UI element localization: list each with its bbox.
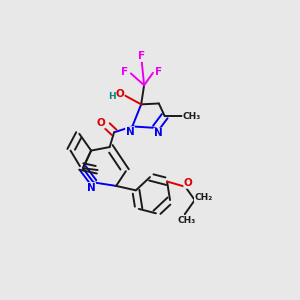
Text: CH₂: CH₂	[194, 193, 213, 202]
Text: N: N	[126, 127, 134, 137]
Text: CH₃: CH₃	[177, 216, 195, 225]
Text: CH₃: CH₃	[183, 112, 201, 121]
Text: F: F	[121, 67, 128, 77]
Text: F: F	[155, 67, 162, 77]
Text: H: H	[108, 92, 116, 101]
Text: N: N	[87, 183, 95, 193]
Text: O: O	[115, 89, 124, 99]
Text: O: O	[97, 118, 105, 128]
Text: N: N	[154, 128, 163, 138]
Text: F: F	[139, 51, 145, 62]
Text: O: O	[184, 178, 193, 188]
